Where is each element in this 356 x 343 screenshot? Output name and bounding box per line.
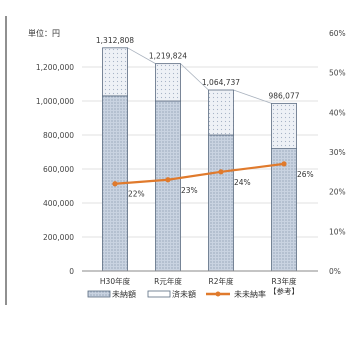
bar-series-2-2 [208, 89, 234, 136]
bar-series-2-1 [155, 63, 181, 102]
left-tick-label-4: 800,000 [43, 131, 74, 140]
rate-point-1 [165, 177, 171, 183]
bar-series-1-1 [155, 100, 181, 272]
right-tick-label-3: 30% [329, 148, 346, 157]
rate-label-0: 22% [128, 190, 145, 199]
left-tick-label-3: 600,000 [43, 165, 74, 174]
total-connector-lines [127, 47, 272, 104]
total-label-1: 1,219,824 [149, 52, 187, 61]
legend-marker-series-3 [215, 291, 221, 297]
legend-swatch-series-1 [87, 290, 111, 298]
left-tick-label-1: 200,000 [43, 233, 74, 242]
left-axis-ticks: 0 200,000 400,000 600,000 800,000 1,000,000 1,… [36, 63, 74, 276]
legend-label-series-2: 済未額 [172, 289, 196, 299]
bar-series-1-3 [271, 148, 297, 272]
right-tick-label-0: 0% [329, 267, 341, 276]
rate-line-path [114, 162, 285, 185]
x-axis-labels: H30年度 R元年度 R2年度 R3年度【参考】 [100, 276, 299, 296]
x-tick-label-0: H30年度 [100, 276, 131, 286]
left-tick-label-0: 0 [69, 267, 74, 276]
total-label-2: 1,064,737 [202, 78, 240, 87]
legend-label-series-3: 未未納率 [234, 289, 266, 299]
legend: 未納額 済未額 未未納率 [87, 289, 266, 299]
bar-series-2-0 [102, 47, 128, 97]
rate-label-2: 24% [234, 178, 251, 187]
right-axis-ticks: 0% 10% 20% 30% 40% 50% 60% [329, 29, 346, 276]
left-tick-label-6: 1,200,000 [36, 63, 74, 72]
total-labels: 1,312,808 1,219,824 1,064,737 986,077 [96, 36, 300, 101]
x-tick-label-2: R2年度 [209, 276, 234, 286]
bar-series-2-3 [271, 102, 297, 150]
y-unit-label: 単位：円 [28, 28, 60, 38]
right-tick-label-4: 40% [329, 108, 346, 117]
right-tick-label-1: 10% [329, 227, 346, 236]
total-connector-0 [127, 47, 156, 64]
rate-label-1: 23% [181, 186, 198, 195]
total-label-3: 986,077 [268, 91, 299, 100]
rate-point-0 [112, 181, 118, 187]
x-tick-sublabel-3: 【参考】 [269, 286, 299, 296]
total-connector-1 [180, 63, 209, 91]
rate-line: 22% 23% 24% 26% [112, 161, 314, 199]
rate-label-3: 26% [297, 170, 314, 179]
right-tick-label-5: 50% [329, 69, 346, 78]
legend-swatch-series-2 [147, 290, 171, 298]
rate-point-2 [218, 169, 224, 175]
rate-point-3 [281, 161, 287, 167]
right-tick-label-2: 20% [329, 188, 346, 197]
total-label-0: 1,312,808 [96, 36, 134, 45]
left-tick-label-2: 400,000 [43, 199, 74, 208]
left-tick-label-5: 1,000,000 [36, 97, 74, 106]
x-tick-label-3: R3年度 [272, 276, 297, 286]
bar-series-1-2 [208, 134, 234, 272]
legend-label-series-1: 未納額 [112, 289, 136, 299]
total-connector-2 [233, 89, 272, 104]
right-tick-label-6: 60% [329, 29, 346, 38]
x-tick-label-1: R元年度 [154, 276, 182, 286]
